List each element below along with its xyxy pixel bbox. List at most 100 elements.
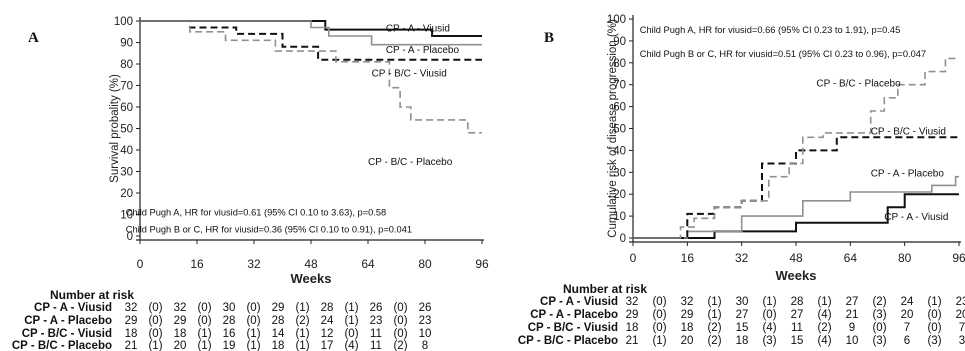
risk-cell: 26: [370, 302, 383, 314]
risk-cell: 20: [174, 340, 187, 351]
risk-cell: 30: [736, 296, 749, 308]
risk-cell: (0): [246, 302, 260, 314]
series-label: CP - A - Placebo: [871, 168, 945, 179]
risk-cell: 29: [681, 309, 694, 321]
x-tick-label: 96: [475, 257, 489, 271]
risk-cell: 18: [681, 322, 694, 334]
risk-row-label: CP - A - Viusid: [34, 302, 112, 314]
risk-cell: 10: [846, 335, 859, 347]
risk-cell: 19: [223, 340, 236, 351]
risk-cell: (1): [707, 309, 721, 321]
x-axis-title: Weeks: [291, 271, 332, 286]
series-label: CP - A - Viusid: [386, 23, 450, 34]
risk-cell: (3): [872, 335, 886, 347]
risk-cell: (1): [344, 302, 358, 314]
series-label: CP - B/C - Viusid: [372, 69, 447, 80]
risk-cell: (2): [295, 315, 309, 327]
risk-cell: (1): [344, 315, 358, 327]
risk-cell: (0): [927, 322, 941, 334]
risk-cell: 29: [626, 309, 639, 321]
x-tick-label: 48: [304, 257, 318, 271]
y-tick-label: 30: [120, 167, 133, 179]
risk-cell: 11: [791, 322, 803, 334]
x-tick-label: 80: [898, 251, 912, 265]
panel-a: A 0 10 20 30 40 50 60 70 80 90 100 0 16 32 48 64 80 96 Week…: [12, 16, 489, 351]
series-label: CP - B/C - Placebo: [368, 157, 453, 168]
risk-cell: 17: [321, 340, 334, 351]
risk-cell: 18: [272, 340, 285, 351]
y-tick-label: 10: [120, 210, 133, 222]
risk-cell: (4): [817, 309, 831, 321]
y-tick-label: 50: [613, 124, 626, 136]
risk-cell: (1): [817, 296, 831, 308]
risk-cell: (2): [393, 340, 407, 351]
x-axis-title: Weeks: [776, 268, 817, 283]
risk-cell: (0): [652, 309, 666, 321]
risk-cell: 11: [370, 340, 382, 351]
series-label: CP - B/C - Placebo: [816, 79, 901, 90]
risk-cell: (0): [927, 309, 941, 321]
risk-cell: 23: [419, 315, 432, 327]
risk-cell: 27: [791, 309, 804, 321]
hr-annotation: Child Pugh B or C, HR for viusid=0.51 (9…: [640, 49, 926, 59]
risk-cell: (1): [295, 340, 309, 351]
y-tick-label: 60: [120, 102, 133, 114]
risk-cell: 18: [736, 335, 749, 347]
risk-cell: 14: [272, 328, 285, 340]
hr-annotation: Child Pugh A, HR for viusid=0.66 (95% CI…: [640, 25, 900, 35]
risk-cell: (0): [148, 315, 162, 327]
risk-cell: 10: [419, 328, 432, 340]
series-label: CP - A - Placebo: [386, 45, 460, 56]
risk-cell: 6: [904, 335, 910, 347]
risk-row-label: CP - B/C - Viusid: [528, 322, 618, 334]
risk-cell: 32: [626, 296, 639, 308]
risk-cell: 32: [681, 296, 694, 308]
risk-cell: (2): [707, 335, 721, 347]
x-tick-label: 0: [630, 251, 637, 265]
risk-cell: 21: [846, 309, 859, 321]
risk-cell: 18: [125, 328, 138, 340]
risk-cell: 28: [223, 315, 236, 327]
risk-cell: 12: [321, 328, 334, 340]
risk-cell: 29: [125, 315, 138, 327]
series-line-cp-a-placebo: [633, 175, 959, 239]
y-tick-label: 100: [114, 16, 133, 28]
risk-cell: 8: [422, 340, 428, 351]
risk-cell: 7: [904, 322, 910, 334]
risk-cell: 24: [321, 315, 334, 327]
y-axis-title: Survival probality (%): [109, 74, 121, 183]
risk-cell: 18: [174, 328, 187, 340]
risk-cell: 16: [223, 328, 236, 340]
x-tick-label: 0: [137, 257, 144, 271]
y-tick-label: 70: [613, 80, 626, 92]
y-tick-label: 40: [120, 145, 133, 157]
y-tick-label: 50: [120, 124, 133, 136]
risk-cell: (1): [707, 296, 721, 308]
risk-row-label: CP - A - Placebo: [530, 309, 618, 321]
series-label: CP - B/C - Viusid: [871, 127, 946, 138]
risk-cell: (1): [197, 328, 211, 340]
risk-cell: (2): [872, 296, 886, 308]
risk-cell: (3): [872, 309, 886, 321]
risk-cell: (1): [148, 340, 162, 351]
risk-cell: (0): [872, 322, 886, 334]
x-tick-label: 48: [789, 251, 803, 265]
y-tick-label: 30: [613, 167, 626, 179]
risk-row-label: CP - B/C - Viusid: [22, 328, 112, 340]
risk-cell: (1): [652, 335, 666, 347]
y-axis-title: Cumulative risk of disease progression (…: [607, 19, 619, 238]
risk-cell: (0): [652, 296, 666, 308]
risk-cell: 11: [370, 328, 382, 340]
risk-cell: (1): [197, 340, 211, 351]
risk-cell: 20: [681, 335, 694, 347]
risk-cell: 29: [174, 315, 187, 327]
series-line-cp-b-c-viusid: [140, 20, 482, 61]
risk-cell: (0): [197, 315, 211, 327]
risk-cell: (0): [197, 302, 211, 314]
series-line-cp-b-c-placebo: [633, 57, 959, 239]
risk-cell: (0): [344, 328, 358, 340]
risk-cell: (4): [817, 335, 831, 347]
risk-cell: (0): [652, 322, 666, 334]
